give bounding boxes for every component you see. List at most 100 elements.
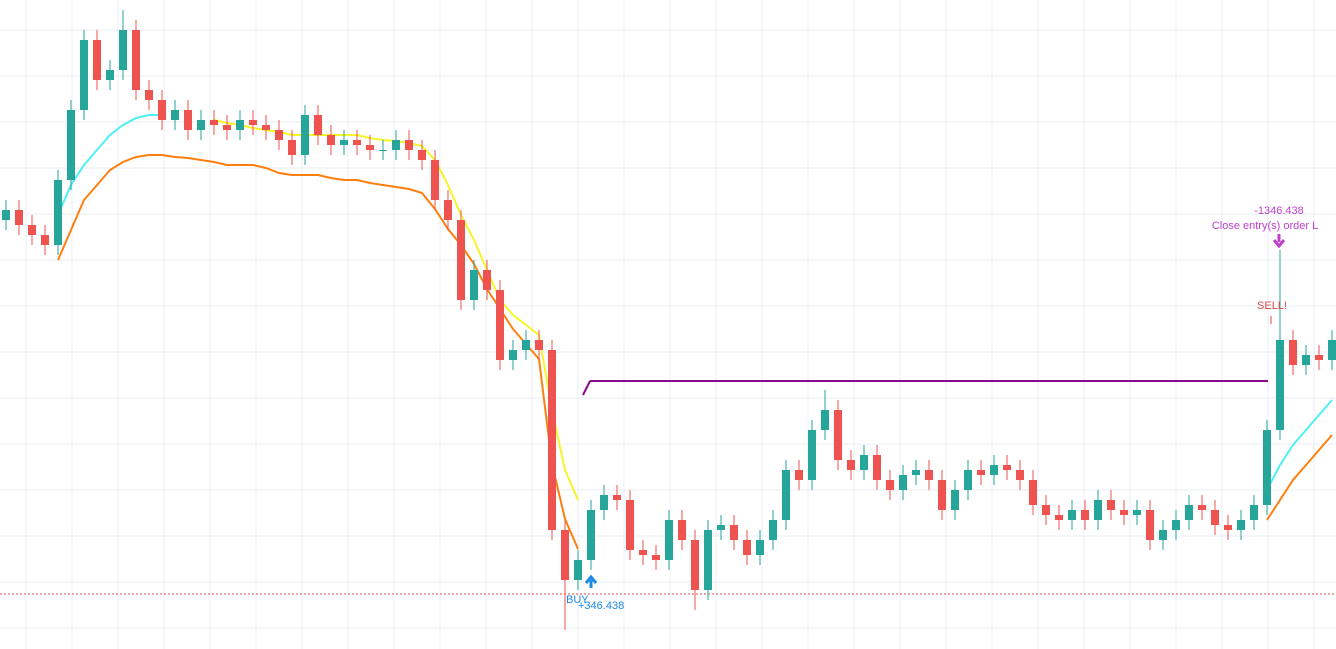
candle-body [1068,510,1076,520]
candle-body [1042,505,1050,515]
candle-body [1016,470,1024,480]
candle-body [262,125,270,130]
candle-body [821,410,829,430]
candle-body [938,480,946,510]
candle-body [314,115,322,135]
candle-body [873,455,881,480]
candle-body [275,130,283,140]
candle-body [236,120,244,130]
candle-body [665,520,673,560]
candle-body [223,125,231,130]
candle-body [1185,505,1193,520]
candle-body [1146,510,1154,540]
candle-body [379,150,387,151]
moving-average [1266,399,1333,491]
candle-body [730,525,738,540]
candle-body [574,560,582,580]
sell-label: SELL! [1257,300,1287,312]
candle-body [834,410,842,460]
candle-body [769,520,777,540]
candle-body [951,490,959,510]
candle-body [1029,480,1037,505]
candle-body [678,520,686,540]
candle-body [522,340,530,350]
candle-body [431,160,439,200]
candle-body [1315,355,1323,360]
candle-body [1198,505,1206,510]
candle-body [509,350,517,360]
candle-body [249,120,257,125]
candle-body [1276,340,1284,430]
candle-body [782,470,790,520]
candle-body [301,115,309,155]
candle-body [132,30,140,90]
candle-body [704,530,712,590]
candle-body [535,340,543,350]
candle-body [1055,515,1063,520]
moving-average [1266,434,1333,521]
candle-body [340,140,348,145]
candle-body [639,550,647,555]
candle-body [717,525,725,530]
candle-body [418,150,426,160]
candle-body [548,350,556,530]
candle-body [171,110,179,120]
candle-body [184,110,192,130]
candle-body [1211,510,1219,525]
candle-body [288,140,296,155]
candle-body [15,210,23,225]
candle-body [392,140,400,150]
candle-body [366,145,374,150]
candle-body [743,540,751,555]
candle-body [119,30,127,70]
candle-body [1081,510,1089,520]
candle-body [496,290,504,360]
candle-body [691,540,699,590]
candle-body [847,460,855,470]
candle-body [808,430,816,480]
candle-body [28,225,36,235]
candle-body [600,495,608,510]
candle-body [795,470,803,480]
candle-body [80,40,88,110]
candle-body [1133,510,1141,515]
candle-body [41,235,49,245]
candle-body [67,110,75,180]
candle-body [470,270,478,300]
candle-body [1289,340,1297,365]
candle-body [54,180,62,245]
candle-body [457,220,465,300]
candle-body [1094,500,1102,520]
candle-body [1224,525,1232,530]
candle-body [964,470,972,490]
candle-body [1302,355,1310,365]
candle-body [912,470,920,475]
level-connector [582,380,591,396]
candle-body [210,120,218,125]
moving-average [213,119,579,501]
candle-body [158,100,166,120]
candle-body [886,480,894,490]
moving-average [57,154,579,550]
candle-body [626,500,634,550]
candle-body [756,540,764,555]
moving-average [57,114,162,216]
candle-body [444,200,452,220]
candle-body [990,465,998,475]
candle-body [1237,520,1245,530]
candle-body [145,90,153,100]
candle-body [587,510,595,560]
candle-body [483,270,491,290]
candle-body [613,495,621,500]
candle-body [1003,465,1011,470]
buy-arrow [584,574,598,588]
candle-body [1328,340,1336,360]
buy-profit: +346.438 [578,600,624,612]
candle-body [1250,505,1258,520]
candle-body [1159,530,1167,540]
candle-body [652,555,660,560]
buy-label: BUY [566,594,589,606]
close-arrow [1272,234,1286,249]
